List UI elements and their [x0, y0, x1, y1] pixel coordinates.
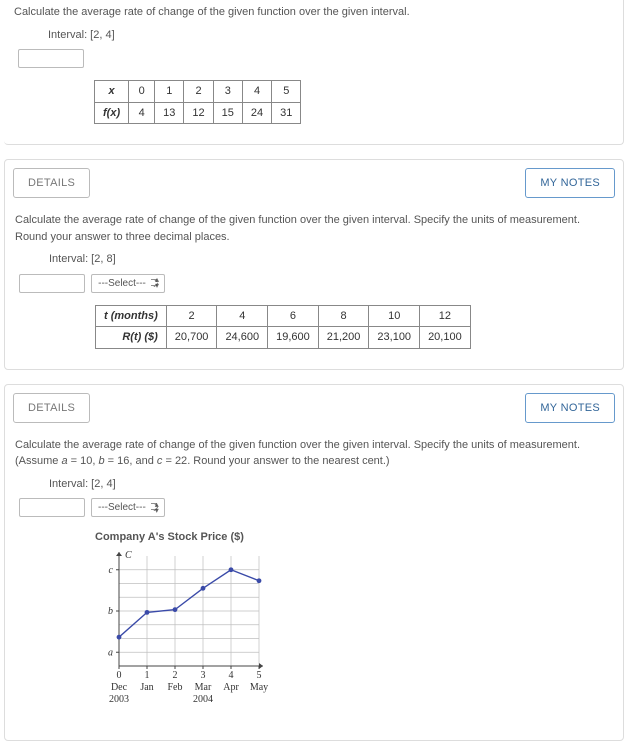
svg-text:C: C: [125, 550, 132, 561]
svg-text:1: 1: [145, 670, 150, 681]
svg-text:b: b: [108, 606, 113, 617]
svg-text:Apr: Apr: [223, 682, 239, 693]
svg-text:Jan: Jan: [140, 682, 153, 693]
q2-table: t (months)24681012R(t) ($)20,70024,60019…: [95, 305, 471, 349]
svg-text:Feb: Feb: [168, 682, 183, 693]
q1-table: x012345f(x)41312152431: [94, 80, 301, 124]
svg-text:Dec: Dec: [111, 682, 128, 693]
question-3-body: Calculate the average rate of change of …: [5, 429, 623, 740]
svg-text:2004: 2004: [193, 694, 213, 705]
chevron-updown-icon: ▴▾: [155, 502, 159, 514]
stock-chart: a b c 0Dec 1Jan 2Feb 3Mar 4Apr 5May 2003 2004 C: [95, 550, 275, 720]
chevron-updown-icon: ▴▾: [155, 277, 159, 289]
q3-var-a: a: [61, 455, 67, 467]
svg-text:May: May: [250, 682, 268, 693]
question-2-body: Calculate the average rate of change of …: [5, 204, 623, 369]
question-1: Calculate the average rate of change of …: [4, 0, 624, 145]
q3-var-c: c: [157, 455, 163, 467]
question-3-prompt: Calculate the average rate of change of …: [15, 437, 613, 470]
answer-input-q1[interactable]: [18, 49, 84, 68]
unit-select-q3[interactable]: ---Select--- ▴▾: [91, 498, 165, 517]
details-button[interactable]: DETAILS: [13, 168, 90, 198]
q3-var-b: b: [98, 455, 104, 467]
question-2-interval: Interval: [2, 8]: [49, 251, 613, 268]
svg-text:c: c: [109, 564, 114, 575]
answer-input-q3[interactable]: [19, 498, 85, 517]
svg-text:2: 2: [173, 670, 178, 681]
svg-text:2003: 2003: [109, 694, 129, 705]
question-1-body: Calculate the average rate of change of …: [4, 0, 623, 144]
question-2-prompt: Calculate the average rate of change of …: [15, 212, 613, 245]
unit-select-q2-label: ---Select---: [98, 276, 146, 291]
answer-input-q2[interactable]: [19, 274, 85, 293]
details-button[interactable]: DETAILS: [13, 393, 90, 423]
svg-text:Mar: Mar: [195, 682, 212, 693]
svg-text:4: 4: [229, 670, 234, 681]
my-notes-button[interactable]: MY NOTES: [525, 393, 615, 423]
svg-text:a: a: [108, 647, 113, 658]
question-3: DETAILS MY NOTES Calculate the average r…: [4, 384, 624, 741]
svg-text:5: 5: [257, 670, 262, 681]
chart-title: Company A's Stock Price ($): [95, 529, 613, 546]
unit-select-q3-label: ---Select---: [98, 500, 146, 515]
unit-select-q2[interactable]: ---Select--- ▴▾: [91, 274, 165, 293]
my-notes-button[interactable]: MY NOTES: [525, 168, 615, 198]
question-2: DETAILS MY NOTES Calculate the average r…: [4, 159, 624, 370]
question-1-interval: Interval: [2, 4]: [48, 27, 613, 44]
stock-chart-svg: a b c 0Dec 1Jan 2Feb 3Mar 4Apr 5May 2003 2004 C: [95, 550, 275, 720]
question-3-interval: Interval: [2, 4]: [49, 476, 613, 493]
svg-text:3: 3: [201, 670, 206, 681]
svg-text:0: 0: [117, 670, 122, 681]
question-1-prompt: Calculate the average rate of change of …: [14, 4, 613, 21]
q3-prompt-b: . Round your answer to the nearest cent.…: [187, 455, 389, 467]
